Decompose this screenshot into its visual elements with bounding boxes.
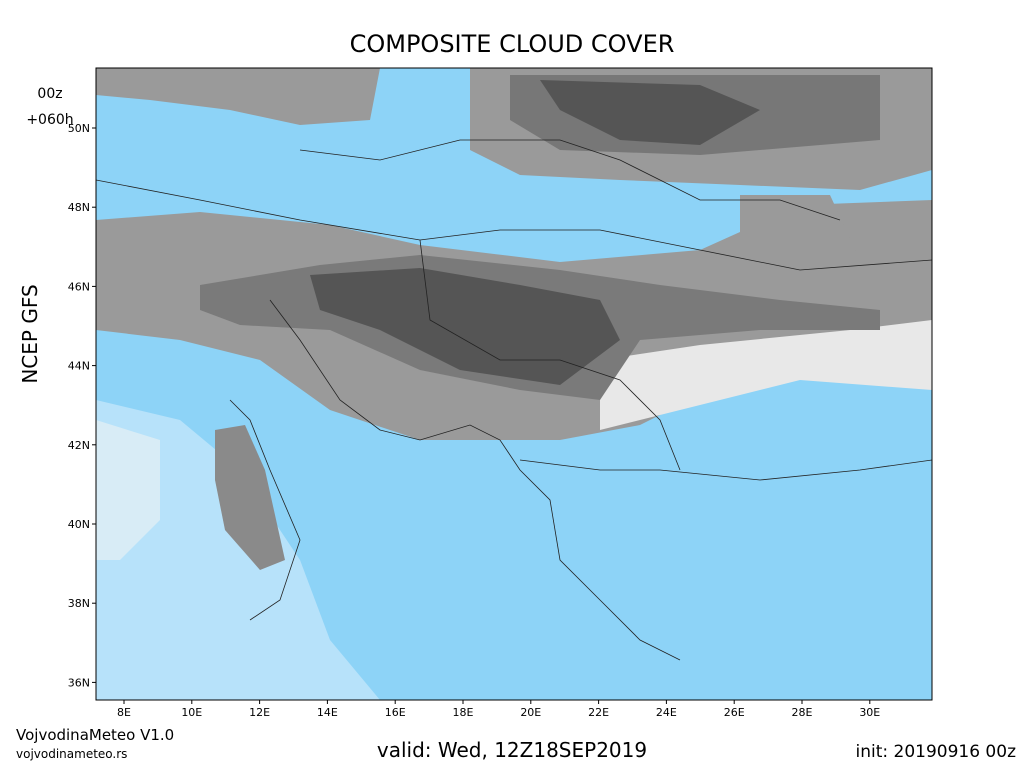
lat-label: 44N — [68, 360, 90, 373]
lat-label: 38N — [68, 597, 90, 610]
run-label: 00z — [37, 86, 62, 102]
lon-label: 18E — [453, 706, 474, 719]
lon-label: 24E — [656, 706, 677, 719]
lat-label: 46N — [68, 280, 90, 293]
lead-label: +060h — [26, 112, 73, 128]
lon-label: 14E — [317, 706, 338, 719]
lat-label: 48N — [68, 201, 90, 214]
init-time: init: 20190916 00z — [855, 742, 1016, 762]
cloud-thin — [600, 320, 932, 430]
map-frame — [95, 67, 933, 701]
model-label: NCEP GFS — [18, 284, 42, 383]
lon-axis: 8E 10E 12E 14E 16E 18E 20E 22E 24E 26E 28E 30E — [117, 700, 880, 719]
lon-label: 8E — [117, 706, 131, 719]
lat-label: 36N — [68, 676, 90, 689]
light-cloud — [96, 420, 160, 560]
lon-label: 28E — [792, 706, 813, 719]
lat-label: 50N — [68, 122, 90, 135]
borders — [96, 139, 932, 661]
lon-label: 16E — [385, 706, 406, 719]
light-cloud — [96, 400, 380, 700]
lon-label: 26E — [724, 706, 745, 719]
cloud — [215, 425, 285, 570]
map-area: 50N 48N 46N 44N 42N 40N 38N 36N 8E 10E 12E 14E 16E 1… — [68, 67, 933, 719]
lon-label: 12E — [249, 706, 270, 719]
valid-time: valid: Wed, 12Z18SEP2019 — [377, 738, 647, 762]
cloud-overcast — [540, 80, 760, 145]
lon-label: 30E — [859, 706, 880, 719]
lat-label: 42N — [68, 439, 90, 452]
title: COMPOSITE CLOUD COVER — [350, 30, 675, 58]
cloud-overcast — [310, 268, 620, 385]
cloud — [96, 68, 380, 125]
lat-axis: 50N 48N 46N 44N 42N 40N 38N 36N — [68, 122, 96, 689]
lon-label: 22E — [588, 706, 609, 719]
lat-label: 40N — [68, 518, 90, 531]
site: vojvodinameteo.rs — [16, 747, 127, 761]
lon-label: 10E — [181, 706, 202, 719]
lon-label: 20E — [520, 706, 541, 719]
cloud — [740, 195, 860, 260]
brand: VojvodinaMeteo V1.0 — [16, 726, 174, 744]
